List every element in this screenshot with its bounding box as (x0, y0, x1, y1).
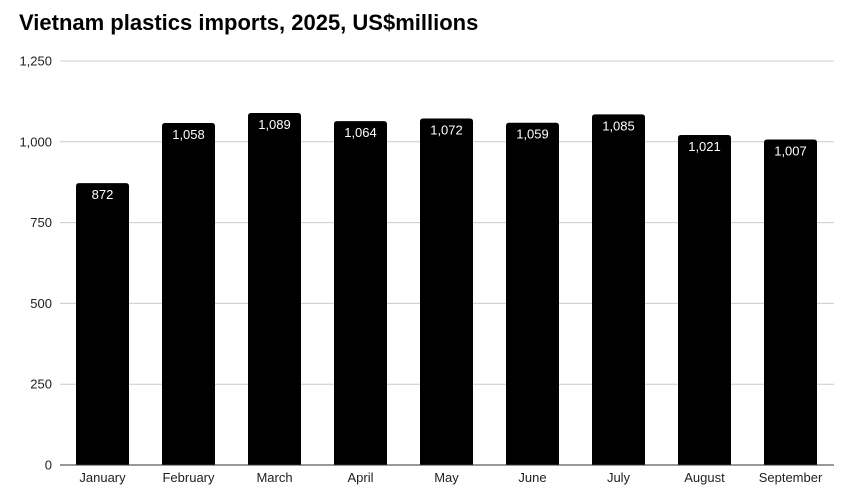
x-tick-label-august: August (684, 470, 725, 485)
bars (76, 113, 817, 466)
x-tick-label-may: May (434, 470, 459, 485)
bar-january (76, 183, 129, 465)
bar-april (334, 121, 387, 465)
y-tick-label: 1,000 (19, 134, 52, 149)
data-label-february: 1,058 (172, 127, 205, 142)
bar-june (506, 122, 559, 465)
bar-may (420, 118, 473, 465)
y-tick-label: 250 (30, 377, 52, 392)
data-label-march: 1,089 (258, 117, 291, 132)
bar-september (764, 139, 817, 465)
data-label-may: 1,072 (430, 123, 463, 138)
data-label-july: 1,085 (602, 118, 635, 133)
y-axis-ticks: 0 250 500 750 1,000 1,250 (19, 54, 52, 473)
chart-title: Vietnam plastics imports, 2025, US$milli… (19, 10, 479, 35)
y-tick-label: 1,250 (19, 54, 52, 69)
x-tick-label-february: February (162, 470, 215, 485)
data-label-january: 872 (92, 187, 114, 202)
x-tick-label-april: April (347, 470, 373, 485)
y-tick-label: 750 (30, 215, 52, 230)
y-tick-label: 500 (30, 296, 52, 311)
data-label-april: 1,064 (344, 125, 377, 140)
bar-february (162, 123, 215, 466)
data-label-june: 1,059 (516, 127, 549, 142)
data-label-september: 1,007 (774, 144, 807, 159)
data-label-august: 1,021 (688, 139, 721, 154)
x-tick-label-july: July (607, 470, 631, 485)
data-labels: 872 1,058 1,089 1,064 1,072 1,059 1,085 1,021 1,… (92, 117, 807, 202)
bar-march (248, 113, 301, 465)
y-tick-label: 0 (45, 458, 52, 473)
x-axis-ticks: January February March April May June July Augu… (79, 470, 823, 485)
bar-july (592, 114, 645, 465)
x-tick-label-june: June (518, 470, 546, 485)
x-tick-label-january: January (79, 470, 126, 485)
bar-august (678, 135, 731, 465)
x-tick-label-march: March (256, 470, 292, 485)
x-tick-label-september: September (759, 470, 823, 485)
